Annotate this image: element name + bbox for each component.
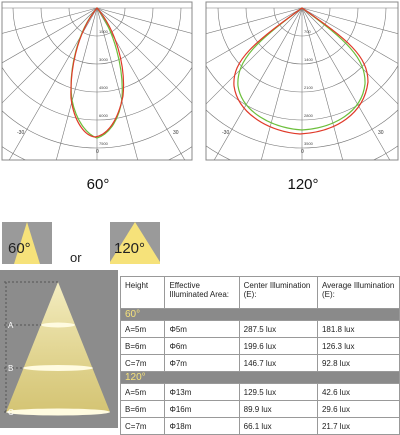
angle-label: 0 [96, 149, 99, 155]
grid-spoke [96, 7, 139, 160]
table-row: A=5m Φ5m 287.5 lux 181.8 lux [119, 320, 400, 338]
table-cell: A=5m [119, 383, 166, 401]
table-row: B=6m Φ16m 89.9 lux 29.6 lux [119, 400, 400, 418]
grid-spoke [301, 7, 398, 105]
table-cell: Φ5m [164, 320, 240, 338]
radial-label: 6000 [99, 113, 109, 118]
grid-spoke [206, 7, 303, 35]
table-cell: Φ13m [164, 383, 240, 401]
table-cell: 29.6 lux [316, 400, 400, 418]
table-row: C=7m Φ7m 146.7 lux 92.8 lux [119, 354, 400, 372]
grid-spoke [206, 7, 303, 105]
level-label: B [8, 364, 13, 373]
table-cell: C=7m [119, 354, 166, 372]
table-cell: 66.1 lux [238, 417, 318, 435]
spec-table: Height Effective Illuminated Area: Center … [119, 276, 400, 435]
table-cell: 129.5 lux [238, 383, 318, 401]
table-cell: Average Illumination (E): [316, 276, 400, 309]
spot [6, 408, 110, 416]
angle-label: -30 [222, 130, 229, 136]
table-cell: B=6m [119, 337, 166, 355]
caption: 120° [287, 176, 318, 193]
curve-red [233, 7, 369, 135]
radial-label: 3000 [99, 57, 109, 62]
table-cell: Φ16m [164, 400, 240, 418]
grid-spoke [301, 7, 391, 160]
radial-label: 1500 [99, 29, 109, 34]
table-cell: A=5m [119, 320, 166, 338]
table-cell: Height [119, 276, 166, 309]
angle-label: 30 [378, 130, 384, 136]
level-label: C [8, 408, 14, 417]
icon-label: 120° [114, 240, 145, 257]
table-cell: Effective Illuminated Area: [164, 276, 240, 309]
spot [23, 365, 93, 371]
table-row: 120° [120, 371, 400, 384]
grid-spoke [2, 7, 98, 104]
table-cell: 287.5 lux [238, 320, 318, 338]
radial-label: 3500 [304, 141, 314, 146]
grid-spoke [96, 7, 192, 104]
polar-grid [206, 7, 398, 160]
angle-label: 0 [301, 149, 304, 155]
angle-label: 30 [173, 130, 179, 136]
table-cell: 126.3 lux [316, 337, 400, 355]
table-row: Height Effective Illuminated Area: Center … [119, 276, 400, 309]
beam [14, 222, 40, 264]
icon-label: 60° [8, 240, 31, 257]
table-cell: C=7m [119, 417, 166, 435]
grid-spoke [206, 7, 303, 64]
grid-spoke [301, 7, 398, 35]
grid-spoke [55, 7, 98, 160]
grid-spoke [96, 7, 192, 64]
curve-red [70, 7, 125, 138]
level-label: A [8, 321, 14, 330]
radial-label: 7500 [99, 141, 109, 146]
radial-label: 2100 [304, 85, 314, 90]
table-cell: 181.8 lux [316, 320, 400, 338]
spot [41, 322, 75, 328]
grid-spoke [301, 7, 398, 64]
radial-label: 2800 [304, 113, 314, 118]
table-cell: 146.7 lux [238, 354, 318, 372]
radial-label: 1400 [304, 57, 314, 62]
table-row: A=5m Φ13m 129.5 lux 42.6 lux [119, 383, 400, 401]
grid-spoke [301, 7, 344, 160]
grid-spoke [96, 7, 192, 34]
table-row: C=7m Φ18m 66.1 lux 21.7 lux [119, 417, 400, 435]
curve-green [237, 7, 366, 131]
separator: or [70, 250, 82, 265]
table-cell: 92.8 lux [316, 354, 400, 372]
table-cell: 120° [120, 371, 400, 384]
table-row: 60° [120, 308, 400, 321]
radial-label: 4500 [99, 85, 109, 90]
table-cell: Φ6m [164, 337, 240, 355]
radial-label: 700 [304, 29, 311, 34]
table-cell: 42.6 lux [316, 383, 400, 401]
table-cell: 60° [120, 308, 400, 321]
grid-spoke [260, 7, 303, 160]
grid-spoke [2, 7, 98, 64]
angle-label: -30 [17, 130, 24, 136]
grid-spoke [2, 7, 98, 34]
grid-spoke [213, 7, 303, 160]
table-cell: 89.9 lux [238, 400, 318, 418]
table-cell: Φ18m [164, 417, 240, 435]
caption: 60° [87, 176, 110, 193]
table-cell: 21.7 lux [316, 417, 400, 435]
cone [6, 282, 110, 412]
table-cell: B=6m [119, 400, 166, 418]
table-cell: Center Illumination (E): [238, 276, 318, 309]
beam [110, 222, 160, 264]
table-row: B=6m Φ6m 199.6 lux 126.3 lux [119, 337, 400, 355]
table-cell: 199.6 lux [238, 337, 318, 355]
table-cell: Φ7m [164, 354, 240, 372]
